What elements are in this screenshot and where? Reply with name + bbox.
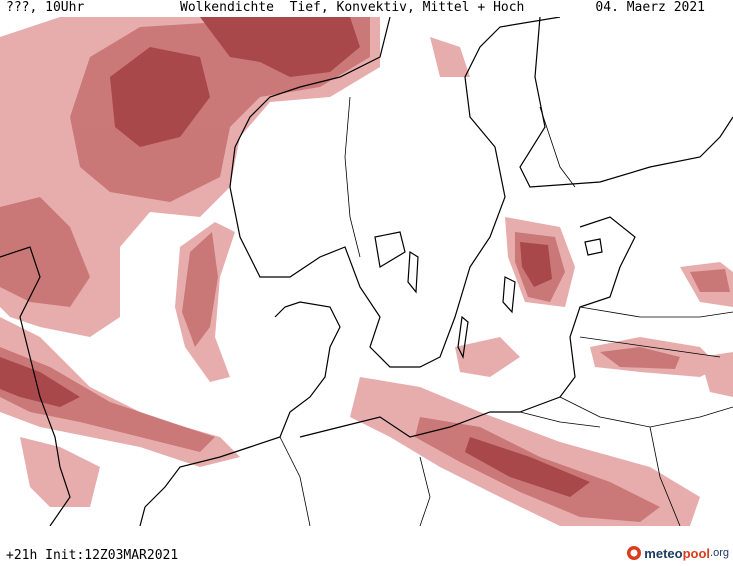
lake-vattern xyxy=(407,250,419,294)
model-run-label: ???, 10Uhr xyxy=(6,0,85,15)
southern-baltic-coastline xyxy=(299,411,520,438)
country-borders xyxy=(279,96,733,526)
meteopool-logo[interactable]: meteo pool .org xyxy=(626,545,729,561)
cloud-density-map xyxy=(0,17,733,526)
lake-vanern xyxy=(374,231,406,268)
baltic-coastline xyxy=(519,216,636,413)
logo-text-part3: .org xyxy=(710,547,729,559)
oland-island xyxy=(457,315,469,359)
logo-text-part2: pool xyxy=(682,545,711,561)
meteopool-logo-icon xyxy=(627,546,642,560)
logo-text-part1: meteo xyxy=(644,545,683,561)
cloud-layer-dark xyxy=(0,17,590,497)
denmark-coastline xyxy=(139,301,341,526)
finland-coastline xyxy=(519,17,733,188)
britain-coastline xyxy=(0,246,71,526)
forecast-run-info: +21h Init:12Z03MAR2021 xyxy=(6,548,179,563)
map-title: Wolkendichte Tief, Konvektiv, Mittel + H… xyxy=(180,0,525,15)
saaremaa-island xyxy=(584,238,603,256)
coastlines xyxy=(0,17,733,526)
scandinavia-coastline xyxy=(229,17,561,368)
gotland-island xyxy=(502,276,516,314)
forecast-date: 04. Maerz 2021 xyxy=(595,0,705,15)
